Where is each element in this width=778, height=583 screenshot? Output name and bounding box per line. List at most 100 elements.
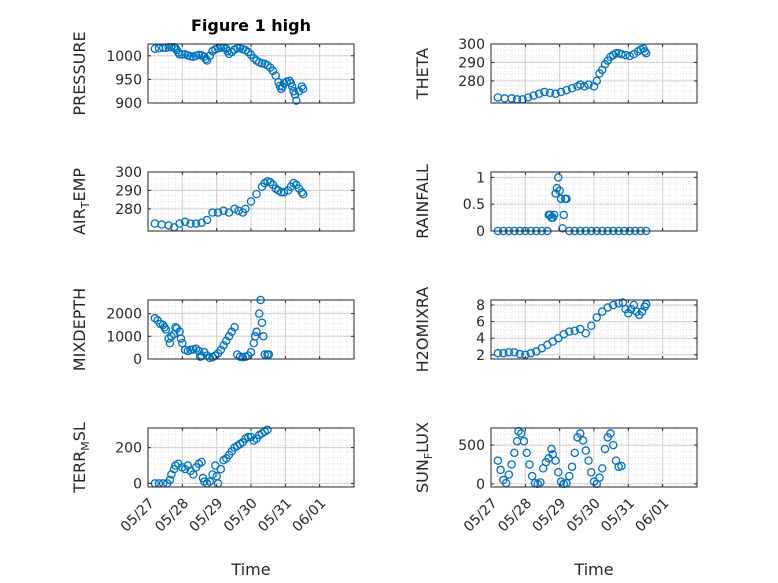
- x-tick-label: 06/01: [633, 495, 673, 535]
- data-point: [191, 219, 201, 228]
- y-tick-label: 500: [458, 438, 485, 454]
- data-point: [529, 91, 538, 100]
- data-point: [549, 210, 559, 220]
- data-point: [527, 471, 537, 481]
- data-point: [208, 470, 217, 479]
- data-point: [165, 475, 175, 485]
- data-point: [178, 50, 187, 59]
- x-tick-label: 05/31: [255, 495, 295, 535]
- data-point: [176, 334, 186, 343]
- data-series: [150, 295, 274, 363]
- x-tick-label: 05/31: [598, 495, 638, 535]
- data-point: [581, 446, 591, 455]
- y-tick-label: 8: [476, 298, 485, 314]
- data-point: [219, 341, 228, 350]
- data-point: [640, 47, 650, 56]
- data-point: [617, 461, 626, 471]
- y-tick-label: 4: [476, 331, 485, 347]
- data-point: [194, 346, 204, 356]
- data-point: [540, 87, 549, 97]
- data-point: [515, 349, 525, 359]
- data-point: [587, 467, 596, 477]
- data-point: [493, 348, 503, 358]
- subplot-1: 900 950 1000 PRESSURE: [70, 31, 355, 116]
- data-point: [230, 204, 239, 214]
- data-point: [189, 470, 198, 479]
- data-point: [227, 327, 237, 337]
- data-point: [292, 96, 301, 105]
- data-point: [298, 84, 308, 94]
- data-point: [554, 173, 563, 182]
- data-point: [581, 328, 591, 338]
- data-point: [519, 436, 529, 446]
- x-axis-label-left: Time: [230, 560, 270, 579]
- data-point: [576, 80, 585, 89]
- y-tick-label: 6: [476, 315, 485, 331]
- data-point: [545, 88, 555, 98]
- data-point: [551, 456, 560, 465]
- data-point: [157, 220, 166, 229]
- y-tick-label: 1: [476, 170, 485, 186]
- data-point: [554, 467, 563, 477]
- data-point: [625, 51, 634, 61]
- y-tick-label: 280: [115, 202, 142, 218]
- data-point: [246, 347, 256, 357]
- data-point: [252, 327, 261, 337]
- data-point: [260, 350, 269, 359]
- data-point: [567, 84, 577, 93]
- y-tick-label: 950: [115, 72, 142, 88]
- x-tick-label: 05/30: [564, 495, 604, 535]
- y-tick-label: 0: [133, 476, 142, 492]
- data-point: [621, 50, 630, 60]
- data-point: [208, 208, 217, 217]
- data-point: [534, 89, 544, 99]
- data-point: [254, 309, 264, 318]
- data-point: [597, 307, 607, 316]
- subplot-4: 0 0.5 1 RAINFALL: [413, 164, 698, 240]
- y-tick-label: 0: [133, 352, 142, 368]
- y-axis-label: PRESSURE: [70, 31, 89, 115]
- y-tick-label: 290: [458, 55, 485, 71]
- data-point: [216, 345, 226, 355]
- data-point: [551, 89, 560, 99]
- y-axis-label: SUNFLUX: [413, 422, 435, 493]
- y-axis-label: TERRMSL: [70, 422, 92, 494]
- subplot-5: 0 1000 2000 MIXDEPTH: [70, 288, 355, 371]
- data-point: [165, 338, 175, 348]
- data-point: [600, 444, 610, 454]
- data-point: [617, 49, 626, 59]
- data-point: [584, 80, 593, 89]
- x-tick-label: 05/27: [118, 495, 158, 535]
- data-series: [493, 426, 626, 489]
- data-point: [523, 93, 533, 102]
- data-point: [150, 44, 160, 53]
- y-tick-label: 300: [458, 37, 485, 53]
- data-point: [556, 87, 566, 97]
- data-point: [287, 82, 297, 91]
- data-point: [171, 43, 180, 53]
- data-point: [556, 194, 566, 204]
- data-series: [150, 43, 308, 105]
- data-point: [556, 477, 566, 486]
- data-point: [222, 336, 231, 346]
- data-point: [244, 47, 253, 57]
- data-point: [224, 332, 234, 341]
- data-point: [570, 448, 580, 458]
- data-point: [250, 332, 260, 341]
- data-point: [180, 217, 190, 227]
- data-point: [298, 189, 308, 199]
- data-point: [493, 456, 503, 465]
- data-point: [504, 348, 514, 357]
- x-tick-label: 05/29: [187, 495, 227, 535]
- y-tick-label: 0: [476, 477, 485, 493]
- data-point: [510, 348, 519, 357]
- data-point: [259, 332, 268, 341]
- y-tick-label: 1000: [106, 49, 142, 65]
- subplot-3: 280 290 300 AIRTEMP: [70, 165, 355, 235]
- data-point: [608, 300, 618, 310]
- data-point: [567, 462, 577, 472]
- data-point: [268, 66, 278, 76]
- data-point: [526, 348, 536, 358]
